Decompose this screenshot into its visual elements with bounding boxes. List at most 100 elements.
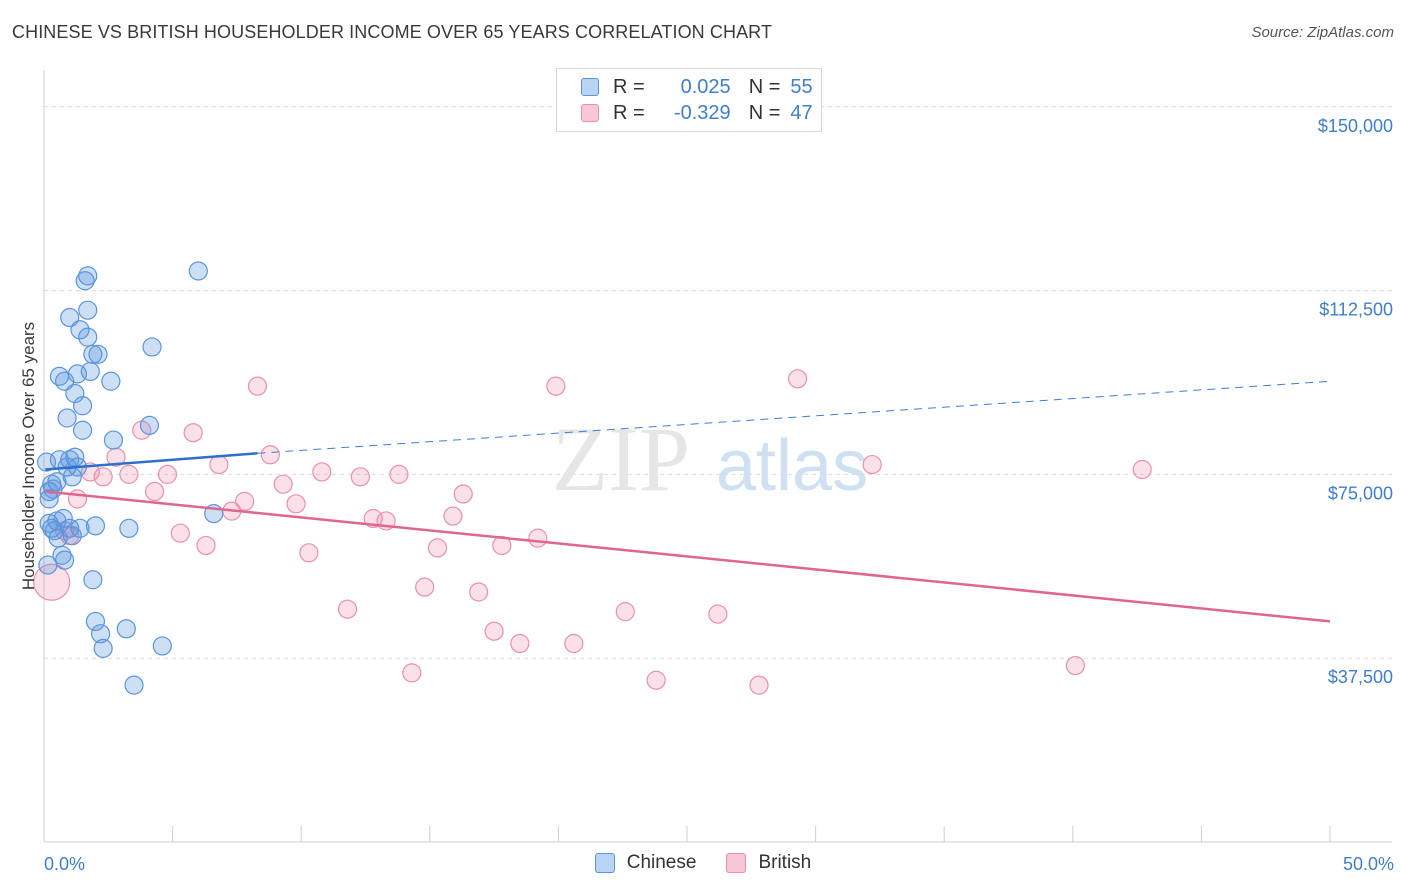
chinese-point [54, 550, 75, 570]
british-swatch [581, 104, 599, 122]
british-point [286, 494, 306, 514]
zipatlas-watermark: ZIP atlas [552, 408, 868, 510]
chinese-point [152, 636, 172, 656]
british-point [196, 535, 216, 556]
british-point [209, 454, 229, 475]
british-point [708, 604, 728, 624]
x-tick-label-max: 50.0% [1343, 854, 1394, 874]
chinese-point [65, 383, 85, 404]
chinese-point [62, 526, 82, 546]
chinese-point [78, 300, 98, 320]
trend-lines [45, 380, 1331, 623]
chinese-point [188, 261, 208, 281]
chinese-point [124, 675, 144, 695]
british-point [787, 369, 808, 389]
british-point [749, 675, 769, 695]
legend-n-label: N = [748, 75, 781, 98]
legend-r-value-chinese: 0.025 [680, 75, 731, 98]
chinese-point [83, 344, 103, 364]
chinese-point [139, 415, 160, 435]
chinese-point [90, 624, 111, 644]
chinese-point [72, 420, 93, 440]
chinese-point [93, 638, 113, 658]
chinese-point [38, 555, 58, 575]
british-point [144, 481, 165, 502]
british-point [299, 543, 319, 563]
british-point [443, 506, 463, 526]
watermark-zip: ZIP [552, 408, 690, 510]
british-point [312, 462, 332, 482]
british-point [453, 484, 473, 504]
british-point [1132, 459, 1152, 480]
x-tick-label-min: 0.0% [44, 854, 85, 874]
british-point [484, 621, 504, 641]
y-tick-label: $150,000 [1318, 116, 1393, 136]
british-point [119, 464, 139, 484]
chinese-point [70, 518, 90, 538]
chinese-point [85, 516, 106, 536]
chinese-point [80, 361, 100, 382]
chinese-trend-line [45, 452, 258, 471]
british-point [546, 376, 566, 396]
chinese-point [60, 307, 80, 328]
legend-n-label: N = [748, 101, 781, 124]
chinese-legend-swatch [594, 853, 615, 873]
british-point [337, 599, 358, 619]
chinese-point [78, 327, 98, 347]
british-point [260, 445, 280, 465]
legend-r-label: R = [613, 101, 645, 124]
series-legend: Chinese British [0, 852, 1406, 874]
chinese-point [85, 611, 106, 632]
legend-r-label: R = [613, 75, 645, 98]
british-point [247, 376, 268, 396]
british-legend-swatch [726, 853, 747, 873]
british-point [157, 464, 178, 484]
british-legend-label: British [758, 852, 812, 873]
chinese-point [142, 337, 162, 357]
british-point [93, 467, 113, 487]
chinese-point [57, 408, 77, 428]
british-point [646, 670, 666, 690]
british-point [235, 491, 255, 511]
chinese-point [72, 396, 93, 416]
axes [43, 70, 1392, 843]
series-legend-chinese: Chinese [594, 852, 696, 874]
chinese-point [116, 619, 136, 639]
chinese-point [39, 489, 59, 509]
chinese-point [103, 430, 124, 450]
british-point [273, 474, 293, 494]
legend-n-value-chinese: 55 [790, 75, 813, 98]
chinese-trend-extension [257, 380, 1331, 454]
chinese-points [36, 261, 224, 695]
chinese-point [119, 518, 139, 538]
chinese-point [88, 344, 108, 364]
british-trend-line [45, 490, 1331, 623]
british-point [862, 454, 882, 475]
british-point [528, 528, 548, 548]
british-point [402, 663, 422, 683]
x-tick-marks [43, 826, 1331, 842]
british-point [1065, 655, 1085, 676]
y-axis-label: Householder Income Over 65 years [19, 322, 38, 590]
watermark-atlas: atlas [716, 426, 868, 506]
source-credit: Source: ZipAtlas.com [1251, 24, 1394, 41]
chinese-point [78, 266, 98, 286]
british-point [33, 563, 71, 601]
chinese-point [70, 320, 90, 340]
chinese-swatch [581, 78, 599, 96]
y-tick-labels: $37,500 $75,000 $112,500 $150,000 [1318, 116, 1393, 687]
british-point [183, 423, 203, 443]
british-point [469, 582, 489, 602]
correlation-legend: R = 0.025 N = 55 R = -0.329 N = 47 [556, 68, 822, 132]
legend-r-value-british: -0.329 [673, 101, 731, 124]
british-point [389, 464, 409, 484]
british-point [615, 602, 635, 622]
legend-n-value-british: 47 [790, 101, 813, 124]
british-point [350, 467, 370, 487]
y-tick-label: $75,000 [1328, 483, 1393, 503]
british-point [427, 538, 448, 558]
chinese-point [43, 479, 63, 499]
chart-title: CHINESE VS BRITISH HOUSEHOLDER INCOME OV… [12, 22, 773, 42]
series-legend-british: British [726, 852, 811, 874]
british-point [67, 489, 88, 509]
